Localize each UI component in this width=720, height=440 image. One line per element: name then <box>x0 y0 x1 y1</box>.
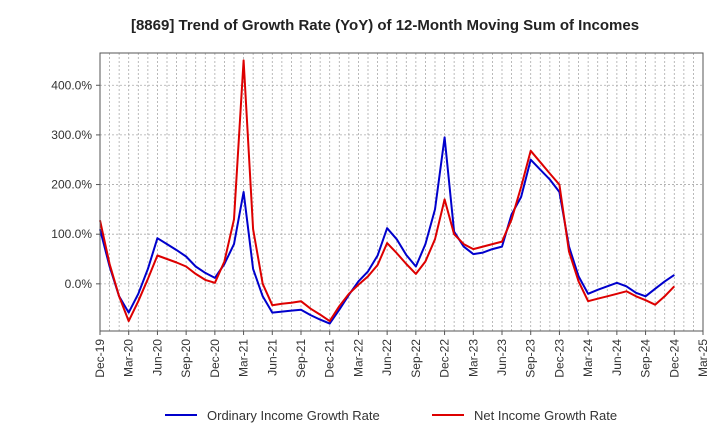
y-tick-label: 0.0% <box>65 277 93 291</box>
x-axis: Dec-19 Mar-20 Jun-20 Sep-20 Dec-20 Mar-21 Jun-… <box>93 331 710 378</box>
x-tick-label: Sep-24 <box>639 339 653 378</box>
y-tick-label: 300.0% <box>51 128 92 142</box>
x-tick-label: Dec-22 <box>438 339 452 378</box>
y-axis: 0.0% 100.0% 200.0% 300.0% 400.0% <box>51 78 100 291</box>
chart-title: [8869] Trend of Growth Rate (YoY) of 12-… <box>131 17 639 34</box>
x-tick-label: Mar-20 <box>122 339 136 377</box>
x-tick-label: Dec-23 <box>552 339 566 378</box>
x-tick-label: Dec-20 <box>208 339 222 378</box>
x-tick-label: Jun-23 <box>495 339 509 376</box>
x-tick-label: Sep-21 <box>294 339 308 378</box>
x-tick-label: Jun-22 <box>380 339 394 376</box>
x-tick-label: Dec-21 <box>323 339 337 378</box>
x-tick-label: Mar-23 <box>466 339 480 377</box>
legend-item-net-income: Net Income Growth Rate <box>432 408 617 423</box>
x-tick-label: Mar-24 <box>581 339 595 377</box>
y-tick-label: 100.0% <box>51 227 92 241</box>
x-tick-label: Mar-25 <box>696 339 710 377</box>
legend-label: Ordinary Income Growth Rate <box>207 408 380 423</box>
y-tick-label: 400.0% <box>51 78 92 92</box>
legend-item-ordinary-income: Ordinary Income Growth Rate <box>165 408 380 423</box>
y-tick-label: 200.0% <box>51 178 92 192</box>
series-line-net-income <box>99 59 676 323</box>
series-lines <box>99 59 676 325</box>
x-tick-label: Jun-20 <box>150 339 164 376</box>
legend: Ordinary Income Growth Rate Net Income Gr… <box>165 408 617 423</box>
legend-label: Net Income Growth Rate <box>474 408 617 423</box>
x-tick-label: Mar-21 <box>237 339 251 377</box>
series-line-ordinary-income <box>99 136 675 325</box>
x-tick-label: Jun-24 <box>610 339 624 376</box>
x-tick-label: Jun-21 <box>265 339 279 376</box>
x-tick-label: Sep-20 <box>179 339 193 378</box>
x-tick-label: Dec-24 <box>667 339 681 378</box>
plot-area-frame <box>99 52 704 332</box>
x-tick-label: Mar-22 <box>351 339 365 377</box>
x-tick-label: Sep-22 <box>409 339 423 378</box>
x-tick-label: Sep-23 <box>524 339 538 378</box>
x-tick-label: Dec-19 <box>93 339 107 378</box>
grid-lines <box>100 53 703 331</box>
